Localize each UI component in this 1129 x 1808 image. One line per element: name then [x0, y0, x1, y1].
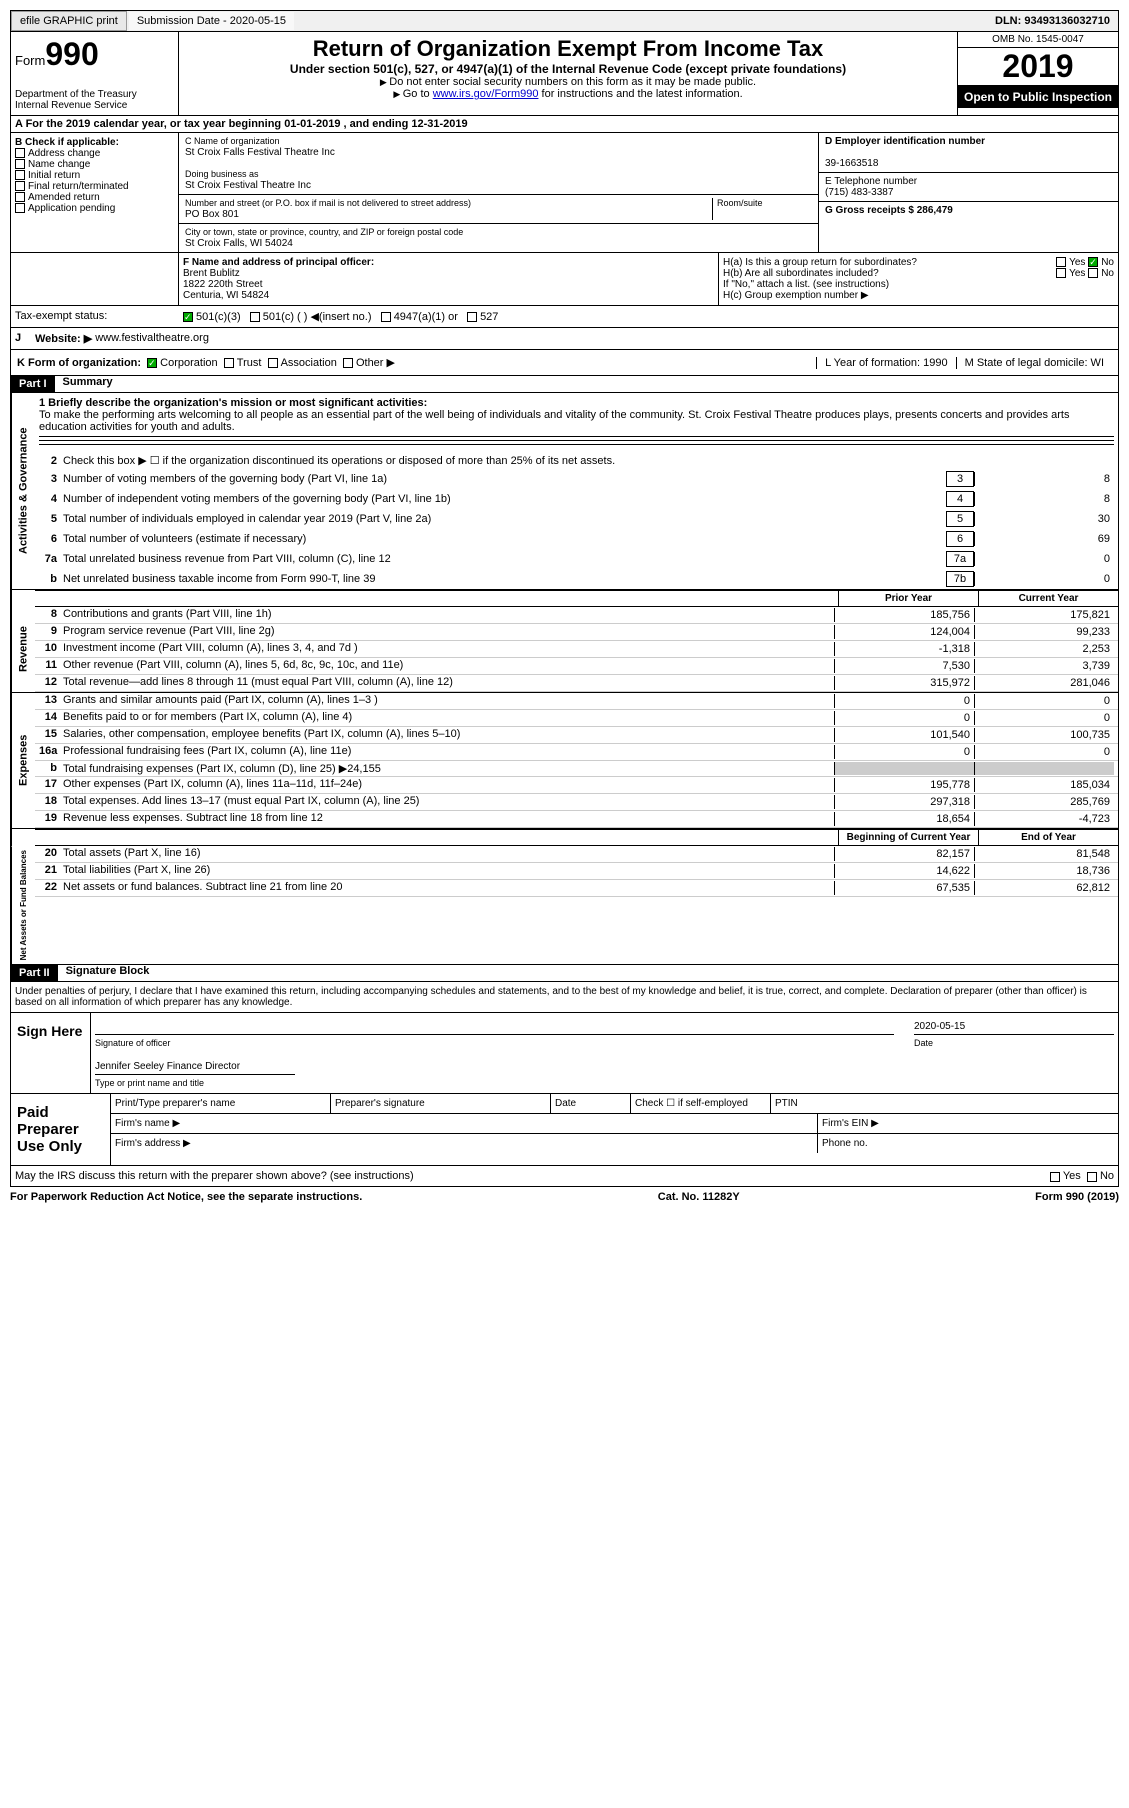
dln: DLN: 93493136032710	[987, 12, 1118, 30]
officer-name: Brent Bublitz	[183, 268, 240, 279]
checkbox[interactable]	[15, 192, 25, 202]
part2-header: Part II Signature Block	[10, 965, 1119, 982]
form-title: Return of Organization Exempt From Incom…	[183, 36, 953, 62]
irs-link[interactable]: www.irs.gov/Form990	[433, 88, 539, 100]
submission-date: Submission Date - 2020-05-15	[129, 12, 294, 30]
expenses-section: Expenses 13Grants and similar amounts pa…	[10, 693, 1119, 829]
header-bar: efile GRAPHIC print Submission Date - 20…	[10, 10, 1119, 32]
col-c: C Name of organization St Croix Falls Fe…	[179, 133, 818, 252]
public-inspection: Open to Public Inspection	[958, 86, 1118, 108]
checkbox[interactable]	[15, 203, 25, 213]
info-grid: B Check if applicable: Address change Na…	[10, 133, 1119, 253]
city-state-zip: St Croix Falls, WI 54024	[185, 238, 293, 249]
discuss-row: May the IRS discuss this return with the…	[10, 1166, 1119, 1187]
website-url: www.festivaltheatre.org	[95, 332, 209, 345]
row-a: A For the 2019 calendar year, or tax yea…	[10, 116, 1119, 133]
street-addr: PO Box 801	[185, 209, 239, 220]
tax-year: 2019	[958, 48, 1118, 86]
org-name: St Croix Falls Festival Theatre Inc	[185, 147, 335, 158]
page-footer: For Paperwork Reduction Act Notice, see …	[10, 1187, 1119, 1207]
checkbox[interactable]	[15, 148, 25, 158]
form-subtitle: Under section 501(c), 527, or 4947(a)(1)…	[183, 62, 953, 76]
dba-name: St Croix Festival Theatre Inc	[185, 180, 311, 191]
irs: Internal Revenue Service	[15, 100, 174, 111]
website-row: J Website: ▶ www.festivaltheatre.org	[10, 328, 1119, 350]
ein: 39-1663518	[825, 158, 878, 169]
sig-date: 2020-05-15	[914, 1019, 1114, 1035]
netassets-section: Beginning of Current Year End of Year Ne…	[10, 829, 1119, 965]
row-k: K Form of organization: Corporation Trus…	[10, 350, 1119, 376]
revenue-section: Prior Year Current Year Revenue 8Contrib…	[10, 590, 1119, 693]
checkbox[interactable]	[15, 181, 25, 191]
signer-name: Jennifer Seeley Finance Director	[95, 1059, 295, 1075]
tax-status-row: Tax-exempt status: 501(c)(3) 501(c) ( ) …	[10, 306, 1119, 328]
col-d: D Employer identification number 39-1663…	[818, 133, 1118, 252]
activities-governance: Activities & Governance 1 Briefly descri…	[10, 393, 1119, 590]
mission-text: To make the performing arts welcoming to…	[39, 409, 1069, 433]
col-b: B Check if applicable: Address change Na…	[11, 133, 179, 252]
dept-treasury: Department of the Treasury	[15, 89, 174, 100]
checkbox[interactable]	[15, 159, 25, 169]
phone: (715) 483-3387	[825, 187, 893, 198]
signature-block: Under penalties of perjury, I declare th…	[10, 982, 1119, 1166]
omb-no: OMB No. 1545-0047	[958, 32, 1118, 48]
efile-btn[interactable]: efile GRAPHIC print	[11, 11, 127, 31]
instructions-link: Go to www.irs.gov/Form990 for instructio…	[183, 88, 953, 100]
part1-header: Part I Summary	[10, 376, 1119, 393]
checkbox[interactable]	[15, 170, 25, 180]
gross-receipts: G Gross receipts $ 286,479	[825, 205, 953, 216]
row-f-h: F Name and address of principal officer:…	[10, 253, 1119, 306]
form-header: Form990 Department of the Treasury Inter…	[10, 32, 1119, 116]
form-number: Form990	[15, 36, 174, 73]
ssn-warning: Do not enter social security numbers on …	[183, 76, 953, 88]
